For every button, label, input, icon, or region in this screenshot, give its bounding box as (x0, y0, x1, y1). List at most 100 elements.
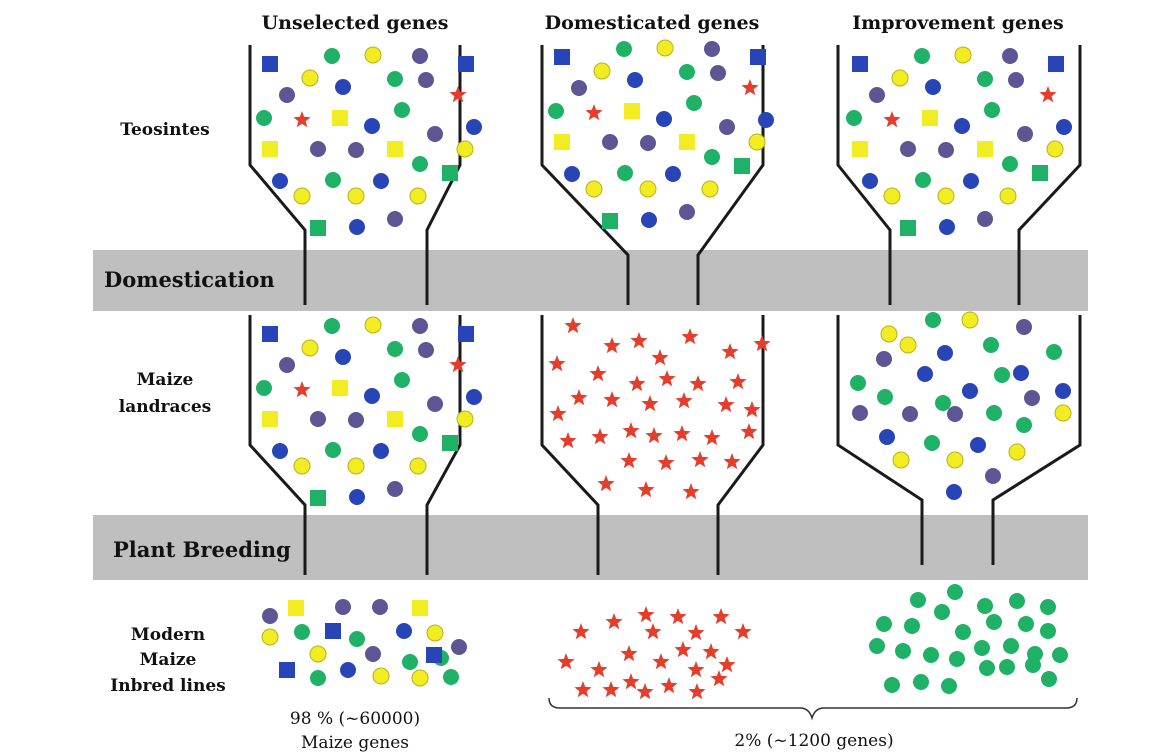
red-gene-star (703, 429, 721, 446)
green-gene-circle (924, 435, 940, 451)
purple-gene-circle (869, 87, 885, 103)
green-gene-square (734, 158, 750, 174)
green-gene-circle (394, 102, 410, 118)
yellow-gene-circle (364, 316, 382, 334)
yellow-gene-circle (946, 451, 964, 469)
purple-gene-circle (640, 135, 656, 151)
blue-gene-square (852, 56, 868, 72)
blue-gene-circle (373, 443, 389, 459)
yellow-gene-circle (937, 187, 955, 205)
yellow-gene-circle (309, 645, 327, 663)
purple-gene-circle (1017, 126, 1033, 142)
yellow-gene-circle (954, 46, 972, 64)
purple-gene-circle (902, 406, 918, 422)
blue-gene-circle (758, 112, 774, 128)
green-gene-circle (895, 643, 911, 659)
red-gene-star (717, 396, 735, 413)
purple-gene-circle (900, 141, 916, 157)
yellow-gene-circle (656, 39, 674, 57)
yellow-gene-square (332, 110, 348, 126)
green-gene-square (1032, 165, 1048, 181)
red-gene-star (689, 375, 707, 392)
funnel-wall (716, 315, 765, 575)
yellow-gene-circle (301, 69, 319, 87)
blue-gene-circle (1056, 119, 1072, 135)
green-gene-circle (256, 110, 272, 126)
blue-gene-circle (349, 219, 365, 235)
red-gene-star (637, 481, 655, 498)
red-gene-star (1039, 86, 1057, 103)
purple-gene-circle (427, 126, 443, 142)
red-gene-star (687, 661, 705, 678)
purple-gene-circle (427, 396, 443, 412)
green-gene-circle (934, 604, 950, 620)
green-gene-circle (1046, 344, 1062, 360)
red-gene-star (564, 317, 582, 334)
blue-gene-circle (364, 118, 380, 134)
purple-gene-circle (387, 211, 403, 227)
green-gene-circle (915, 172, 931, 188)
green-gene-circle (617, 165, 633, 181)
yellow-gene-square (332, 380, 348, 396)
green-gene-circle (324, 48, 340, 64)
red-gene-star (602, 681, 620, 698)
purple-gene-circle (348, 142, 364, 158)
yellow-gene-square (288, 600, 304, 616)
yellow-gene-square (262, 411, 278, 427)
green-gene-circle (1016, 417, 1032, 433)
green-gene-circle (977, 598, 993, 614)
blue-gene-circle (665, 166, 681, 182)
green-gene-circle (679, 64, 695, 80)
green-gene-circle (324, 318, 340, 334)
band-label-plant-breeding: Plant Breeding (113, 537, 291, 562)
yellow-gene-circle (748, 133, 766, 151)
red-gene-star (702, 643, 720, 660)
green-gene-circle (850, 375, 866, 391)
green-gene-circle (974, 640, 990, 656)
purple-gene-circle (876, 351, 892, 367)
red-gene-star (883, 111, 901, 128)
yellow-gene-circle (883, 187, 901, 205)
blue-gene-circle (962, 383, 978, 399)
red-gene-star (572, 623, 590, 640)
yellow-gene-circle (301, 339, 319, 357)
blue-gene-circle (879, 429, 895, 445)
red-gene-star (682, 483, 700, 500)
green-gene-circle (1052, 647, 1068, 663)
green-gene-square (602, 213, 618, 229)
yellow-gene-circle (426, 624, 444, 642)
yellow-gene-circle (892, 451, 910, 469)
yellow-gene-circle (639, 180, 657, 198)
selected-genes-brace (548, 697, 1078, 721)
green-gene-circle (999, 659, 1015, 675)
purple-gene-circle (985, 468, 1001, 484)
red-gene-star (644, 623, 662, 640)
red-gene-star (651, 349, 669, 366)
yellow-gene-circle (293, 457, 311, 475)
red-gene-star (570, 389, 588, 406)
green-gene-circle (994, 367, 1010, 383)
yellow-gene-square (387, 411, 403, 427)
red-gene-star (712, 608, 730, 625)
red-gene-star (557, 653, 575, 670)
green-gene-circle (884, 677, 900, 693)
blue-gene-circle (946, 484, 962, 500)
blue-gene-circle (963, 173, 979, 189)
yellow-gene-circle (347, 457, 365, 475)
blue-gene-circle (970, 437, 986, 453)
red-gene-star (603, 391, 621, 408)
purple-gene-circle (412, 48, 428, 64)
funnel-wall (991, 315, 1082, 565)
yellow-gene-circle (364, 46, 382, 64)
yellow-gene-circle (261, 628, 279, 646)
purple-gene-circle (1016, 319, 1032, 335)
green-gene-circle (1040, 599, 1056, 615)
purple-gene-circle (719, 119, 735, 135)
green-gene-circle (402, 654, 418, 670)
funnel-wall (836, 45, 892, 305)
green-gene-square (310, 220, 326, 236)
yellow-gene-circle (456, 410, 474, 428)
blue-gene-square (426, 647, 442, 663)
blue-gene-square (750, 49, 766, 65)
yellow-gene-circle (293, 187, 311, 205)
